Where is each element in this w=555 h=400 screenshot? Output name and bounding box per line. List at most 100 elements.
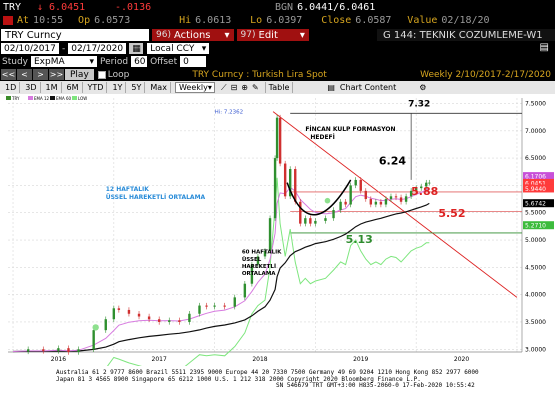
legend-label: EMA 60	[56, 96, 72, 101]
candle-body	[263, 250, 267, 257]
offset-field[interactable]: 0	[180, 56, 207, 67]
zoom-icon[interactable]: ⊕	[241, 83, 248, 92]
quote-bar: TRY ↓ 6.0451 -.0136 BGN 6.0441/6.0461	[0, 0, 555, 14]
chart-content-button[interactable]: Chart Content	[339, 83, 397, 92]
period-6m[interactable]: 6M	[64, 82, 83, 93]
candle-body	[344, 201, 347, 205]
last-button[interactable]: >>	[49, 69, 64, 80]
y-tick-label: 4.0000	[525, 292, 546, 299]
candle-body	[268, 218, 272, 251]
start-date-field[interactable]: 02/10/2017	[1, 43, 59, 54]
y-tick-label: 7.5000	[525, 100, 546, 107]
price-chart[interactable]: 7.50007.00006.50006.00005.50005.00004.50…	[0, 94, 555, 400]
ema60-label-line-4: ORTALAMA	[242, 271, 276, 277]
candle-body	[278, 117, 282, 164]
ema-60-line	[12, 202, 430, 353]
frequency-value: Weekly	[178, 83, 208, 92]
candle-body	[147, 316, 151, 320]
footer-line-2: Japan 81 3 4565 8900 Singapore 65 6212 1…	[56, 375, 421, 383]
candle-body	[112, 308, 116, 320]
period-5y[interactable]: 5Y	[128, 82, 146, 93]
y-tick-label: 3.0000	[525, 346, 546, 353]
y-tick-label: 4.5000	[525, 264, 546, 271]
footer-line-3: SN 546679 TRT GMT+3:00 H835-2060-0 17-Fe…	[276, 382, 475, 389]
ema60-label-line-2: ÜSSEL	[242, 256, 262, 263]
x-tick-label: 2018	[252, 356, 267, 363]
candle-body	[283, 163, 287, 197]
study-value: ExpMA	[34, 56, 65, 67]
candle-body	[233, 297, 236, 307]
candle-body	[104, 319, 107, 331]
ema60-label-line-3: HAREKETLİ	[242, 263, 276, 270]
actions-button[interactable]: 96) Actions ▾	[152, 29, 234, 41]
chart-canvas: 7.50007.00006.50006.00005.50005.00004.50…	[6, 96, 555, 400]
prev-button[interactable]: <	[17, 69, 32, 80]
date-range-bar: 02/10/2017 - 02/17/2020 ▦ Local CCY ▾ ▤	[0, 42, 555, 55]
security-input[interactable]: TRY Curncy	[1, 29, 149, 41]
currency-value: Local CCY	[150, 43, 195, 54]
actions-number: 96)	[156, 30, 171, 40]
table-button[interactable]: Table	[264, 82, 294, 93]
candle-body	[294, 169, 297, 202]
period-1m[interactable]: 1M	[43, 82, 62, 93]
ema-12-line	[12, 186, 430, 352]
footer-line-1: Australia 61 2 9777 8600 Brazil 5511 239…	[56, 369, 479, 376]
candle-body	[275, 117, 279, 159]
first-button[interactable]: <<	[1, 69, 16, 80]
line-chart-icon[interactable]: ⟋	[220, 82, 227, 92]
candle-body	[137, 313, 141, 317]
actions-label: Actions	[173, 29, 211, 41]
candle-body	[414, 188, 418, 191]
settings-icon[interactable]: ⚙	[419, 83, 427, 92]
play-button[interactable]: Play	[65, 69, 94, 80]
candle-body	[213, 305, 216, 307]
candle-body	[188, 313, 191, 322]
candle-body	[409, 190, 413, 197]
candle-body	[354, 179, 357, 186]
candle-body	[157, 319, 161, 322]
last-price: ↓ 6.0451	[37, 1, 86, 13]
currency-select[interactable]: Local CCY ▾	[147, 43, 210, 54]
price-tag-label: 5.9440	[525, 186, 546, 193]
level-624-label: 6.24	[379, 155, 406, 168]
candle-body	[243, 283, 247, 298]
level-588-label: 5.88	[411, 185, 438, 198]
end-date-field[interactable]: 02/17/2020	[68, 43, 127, 54]
target-label-line-1: FİNCAN KULP FORMASYON	[305, 126, 395, 133]
draw-icon[interactable]: ✎	[251, 83, 259, 92]
candle-body	[42, 349, 45, 351]
calendar-icon[interactable]: ▦	[129, 43, 144, 54]
hi-value: 6.0613	[195, 15, 232, 26]
value-date: 02/18/20	[441, 15, 490, 26]
period-max[interactable]: Max	[147, 82, 171, 93]
edit-button[interactable]: 97) Edit ▾	[236, 29, 309, 41]
candle-body	[117, 308, 121, 310]
security-bar: TRY Curncy 96) Actions ▾ 97) Edit ▾ G 14…	[0, 28, 555, 42]
candle-body	[273, 158, 277, 219]
candle-body	[389, 196, 393, 200]
candle-body	[359, 179, 362, 191]
ruler-icon[interactable]: ⊟	[230, 83, 238, 92]
candle-body	[92, 330, 95, 350]
candle-body	[369, 199, 373, 205]
candle-body	[349, 185, 352, 205]
price-tag	[523, 178, 554, 187]
frequency-select[interactable]: Weekly ▾	[174, 82, 215, 93]
study-select[interactable]: ExpMA ▾	[31, 56, 97, 67]
next-button[interactable]: >	[33, 69, 48, 80]
candle-body	[364, 190, 367, 200]
period-ytd[interactable]: YTD	[85, 82, 108, 93]
candle-body	[428, 182, 431, 184]
period-1y[interactable]: 1Y	[109, 82, 127, 93]
period-3d[interactable]: 3D	[22, 82, 41, 93]
hi-label: Hi	[179, 15, 192, 26]
study-bar: Study ExpMA ▾ Period 60 Offset 0	[0, 55, 555, 68]
level-552-label: 5.52	[438, 207, 465, 220]
period-1d[interactable]: 1D	[2, 82, 21, 93]
legend-swatch	[72, 96, 77, 100]
legend-label: EMA 12	[34, 96, 50, 101]
loop-checkbox[interactable]	[97, 70, 106, 79]
period-field[interactable]: 60	[131, 56, 148, 67]
page-title: G 144: TEKNIK COZUMLEME-W1	[377, 29, 555, 41]
candle-body	[205, 305, 208, 307]
